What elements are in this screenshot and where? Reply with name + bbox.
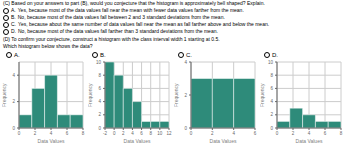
svg-text:2: 2 (211, 131, 214, 136)
svg-text:10: 10 (157, 131, 163, 136)
html-text:(D) To confirm your conjecture: (D) To confirm your conjecture, construc… (3, 36, 220, 42)
svg-text:2: 2 (270, 112, 273, 117)
svg-text:8: 8 (149, 131, 152, 136)
html-text:D.: D. (272, 52, 278, 58)
svg-text:2: 2 (34, 131, 37, 136)
html-text:A. Yes, because most of the da: A. Yes, because most of the data values … (11, 7, 244, 13)
html-text:Which histogram below shows th: Which histogram below shows the data? (3, 43, 93, 49)
svg-text:8: 8 (340, 131, 342, 136)
svg-text:6: 6 (254, 131, 257, 136)
svg-text:12: 12 (166, 131, 172, 136)
svg-text:4: 4 (12, 73, 15, 78)
svg-text:0: 0 (190, 131, 193, 136)
svg-text:4: 4 (232, 131, 235, 136)
svg-text:0: 0 (18, 131, 21, 136)
svg-text:4: 4 (308, 131, 311, 136)
svg-text:4: 4 (184, 60, 187, 65)
svg-text:2: 2 (12, 99, 15, 104)
svg-text:Frequency: Frequency (88, 83, 93, 107)
html-text:B. No, because most of the dat: B. No, because most of the data values f… (11, 14, 225, 20)
html-text:D. No, because most of the dat: D. No, because most of the data values f… (11, 28, 218, 34)
svg-text:4: 4 (98, 99, 101, 104)
svg-text:-2: -2 (103, 131, 107, 136)
svg-text:Frequency: Frequency (260, 83, 265, 107)
svg-text:2: 2 (122, 131, 125, 136)
svg-text:Data Values: Data Values (38, 138, 65, 143)
svg-text:8: 8 (98, 73, 101, 78)
svg-text:4: 4 (270, 99, 273, 104)
svg-text:4: 4 (131, 131, 134, 136)
html-text:(C) Based on your answers to p: (C) Based on your answers to part (B), w… (3, 0, 265, 6)
svg-text:2: 2 (292, 131, 295, 136)
svg-text:6: 6 (324, 131, 327, 136)
svg-text:2: 2 (98, 112, 101, 117)
svg-text:2: 2 (184, 93, 187, 98)
svg-text:6: 6 (270, 86, 273, 91)
svg-text:Frequency: Frequency (174, 83, 179, 107)
svg-text:10: 10 (268, 60, 274, 65)
svg-text:Data Values: Data Values (124, 138, 151, 143)
html-text:A.: A. (14, 52, 20, 58)
svg-text:0: 0 (113, 131, 116, 136)
svg-text:8: 8 (82, 131, 85, 136)
html-text:C.: C. (186, 52, 192, 58)
svg-text:10: 10 (96, 60, 102, 65)
svg-text:0: 0 (98, 126, 101, 131)
svg-text:6: 6 (140, 131, 143, 136)
svg-text:0: 0 (270, 126, 273, 131)
svg-text:Data Values: Data Values (296, 138, 323, 143)
svg-text:6: 6 (66, 131, 69, 136)
svg-text:0: 0 (276, 131, 279, 136)
html-text:B.: B. (100, 52, 106, 58)
svg-text:8: 8 (270, 73, 273, 78)
html-text:C. Yes, because about the same: C. Yes, because about the same number of… (11, 21, 270, 27)
svg-text:0: 0 (12, 126, 15, 131)
svg-text:6: 6 (98, 86, 101, 91)
svg-text:Data Values: Data Values (210, 138, 237, 143)
svg-text:4: 4 (50, 131, 53, 136)
svg-text:0: 0 (184, 126, 187, 131)
